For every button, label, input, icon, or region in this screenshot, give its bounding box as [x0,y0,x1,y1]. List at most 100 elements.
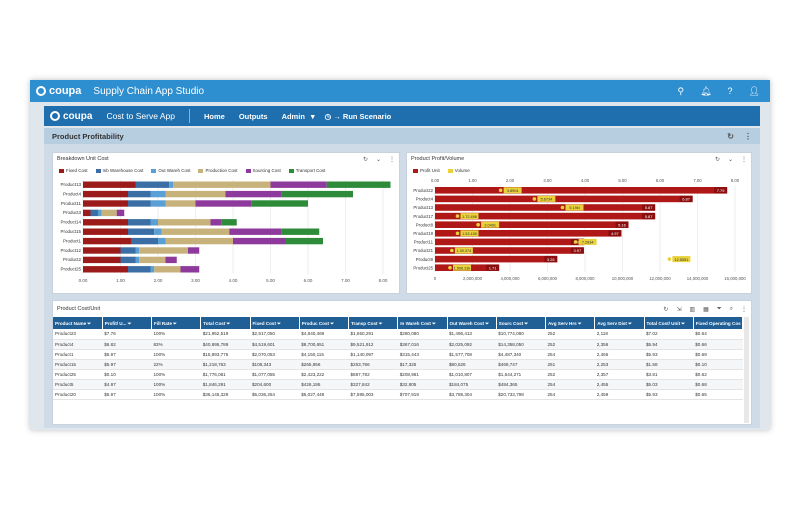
help-icon[interactable]: ? [727,86,733,96]
column-filter-icon[interactable]: ⏷ [523,320,529,326]
refresh-icon[interactable]: ↻ [714,156,720,163]
bar-segment [221,219,237,226]
notification-bell-icon[interactable]: 🔔︎ [700,85,712,96]
column-filter-icon[interactable]: ⏷ [126,320,132,326]
table-cell: $4,519,601 [250,339,300,350]
more-menu-icon[interactable]: ⋮ [741,156,747,163]
filter-icon[interactable]: ⏷ [716,305,722,312]
coupa-logo[interactable]: coupa [36,85,81,97]
column-header[interactable]: Profit/ U... ⏷ [102,317,153,329]
table-cell: $1,650,291 [348,329,398,340]
refresh-icon[interactable]: ↻ [663,306,669,313]
table-cell: $5.93 [644,389,694,400]
column-filter-icon[interactable]: ⏷ [576,320,582,326]
table-cell: $1,846,291 [200,379,250,390]
table-row[interactable]: Product1 $5.97 100% $15,893,775 $2,070,053 $4… [53,349,743,360]
more-menu-icon[interactable]: ⋮ [389,156,395,163]
column-header[interactable]: Avg Serv Hrs ⏷ [545,317,596,329]
refresh-icon[interactable]: ↻ [362,156,368,163]
chevron-down-icon[interactable]: ⌄ [375,156,381,163]
column-header[interactable]: Produc Cost ⏷ [299,317,350,329]
column-header[interactable]: Fill Rate ⏷ [151,317,202,329]
user-icon[interactable]: 👤︎ [748,85,760,96]
table-cell: $5.03 [644,379,694,390]
table-row[interactable]: Product25 $0.10 100% $1,776,081 $1,077,055 $2… [53,369,743,380]
nav-admin[interactable]: Admin [281,111,305,121]
legend-item[interactable]: Profit Unit [413,168,440,173]
table-cell: $1,776,081 [200,369,250,380]
column-filter-icon[interactable]: ⏷ [329,320,335,326]
grid-icon[interactable]: ▦ [703,306,709,313]
column-filter-icon[interactable]: ⏷ [86,320,92,326]
column-filter-icon[interactable]: ⏷ [225,320,231,326]
column-header[interactable]: Avg Serv Dist ⏷ [594,317,645,329]
column-filter-icon[interactable]: ⏷ [484,320,489,326]
table-wrapper: Product Name ⏷ Profit/ U... ⏷ Fill Rate ⏷ T… [53,317,751,423]
profit-bar [435,212,656,220]
table-cell: $1,218,763 [200,359,250,370]
x-tick-label: 7.00 [341,278,350,283]
table-row[interactable]: Product5 $4.97 100% $1,846,291 $204,600 $426,… [53,379,743,390]
divider [188,109,190,123]
nav-home[interactable]: Home [203,111,225,121]
volume-point [476,222,480,227]
column-filter-icon[interactable]: ⏷ [430,320,436,326]
column-filter-icon[interactable]: ⏷ [626,320,632,326]
column-label: Product Name [55,320,87,326]
table-cell: Product23 [53,329,103,340]
column-header[interactable]: In Wareh Cost ⏷ [397,317,448,329]
nav-outputs[interactable]: Outputs [238,111,268,121]
coupa-logo-secondary[interactable]: coupa [50,111,92,122]
y-tick-label: Product22 [413,188,433,193]
table-row[interactable]: Product4 $6.82 83% $40,895,789 $4,519,601 $8,… [53,339,743,350]
column-header[interactable]: Transp Cost ⏷ [348,317,399,329]
column-header[interactable]: Product Name ⏷ [53,317,103,329]
table-cell: Product15 [53,359,103,370]
column-header[interactable]: Sourc Cost ⏷ [496,317,547,329]
more-menu-icon[interactable]: ⋮ [744,131,752,141]
y-tick-label: Product9 [416,257,434,262]
column-header[interactable]: Out Wareh Cost ⏷ [447,317,497,329]
table-cell: $2,025,092 [447,339,497,350]
column-header[interactable]: Total Cost ⏷ [200,317,251,329]
column-filter-icon[interactable]: ⏷ [680,320,686,326]
volume-data-label: 2.0491 [484,223,496,227]
export-icon[interactable]: ⇲ [676,306,682,313]
column-filter-icon[interactable]: ⏷ [377,320,383,326]
legend-item[interactable]: Volume [447,168,470,173]
legend-item[interactable]: Sourcing Cost [245,168,281,173]
table-row[interactable]: Product15 $5.97 22% $1,218,763 $108,343 $265,… [53,359,743,370]
x-tick-label: 4.00 [229,278,238,283]
vertical-scrollbar[interactable] [744,317,749,423]
table-cell: $0.68 [693,379,743,390]
filter-icon[interactable]: ⚲ [677,85,685,96]
table-cell: 252 [545,329,595,340]
legend-item[interactable]: Production Cost [198,168,238,173]
search-icon[interactable]: ⌕ [729,305,733,312]
column-header[interactable]: Fixed Operating Cos [693,317,744,329]
profit-data-label: 3.97 [573,248,582,253]
x-tick-label-bottom: 10,000,000 [612,276,634,281]
profit-data-label: 1.71 [489,265,498,270]
bar-segment [128,190,151,198]
run-scenario-button[interactable]: ◷ → Run Scenario [325,112,392,121]
legend-item[interactable]: Inb Warehouse Cost [95,168,143,173]
table-row[interactable]: Product20 $5.97 100% $36,145,329 $5,036,254 $… [53,389,743,400]
x-tick-label: 0.00 [79,278,88,283]
column-filter-icon[interactable]: ⏷ [275,320,281,326]
chevron-down-icon[interactable]: ▾ [310,111,315,121]
profit-bar [435,187,728,194]
legend-item[interactable]: Out Wareh Cost [151,168,190,173]
table-row[interactable]: Product23 $7.76 100% $21,952,519 $2,917,050 $… [53,329,743,340]
legend-item[interactable]: Transport Cost [288,168,325,173]
columns-icon[interactable]: ▥ [689,306,696,313]
chevron-down-icon[interactable]: ⌄ [727,156,733,163]
legend-item[interactable]: Fixed Cost [59,168,88,173]
table-cell: $1,140,097 [348,349,398,360]
column-header[interactable]: Fixed Cost ⏷ [250,317,300,329]
column-filter-icon[interactable]: ⏷ [171,320,177,326]
profit-bar [435,238,584,246]
more-menu-icon[interactable]: ⋮ [741,306,747,313]
column-header[interactable]: Total Cost/ Unit ⏷ [644,317,694,329]
refresh-icon[interactable]: ↻ [727,131,734,141]
